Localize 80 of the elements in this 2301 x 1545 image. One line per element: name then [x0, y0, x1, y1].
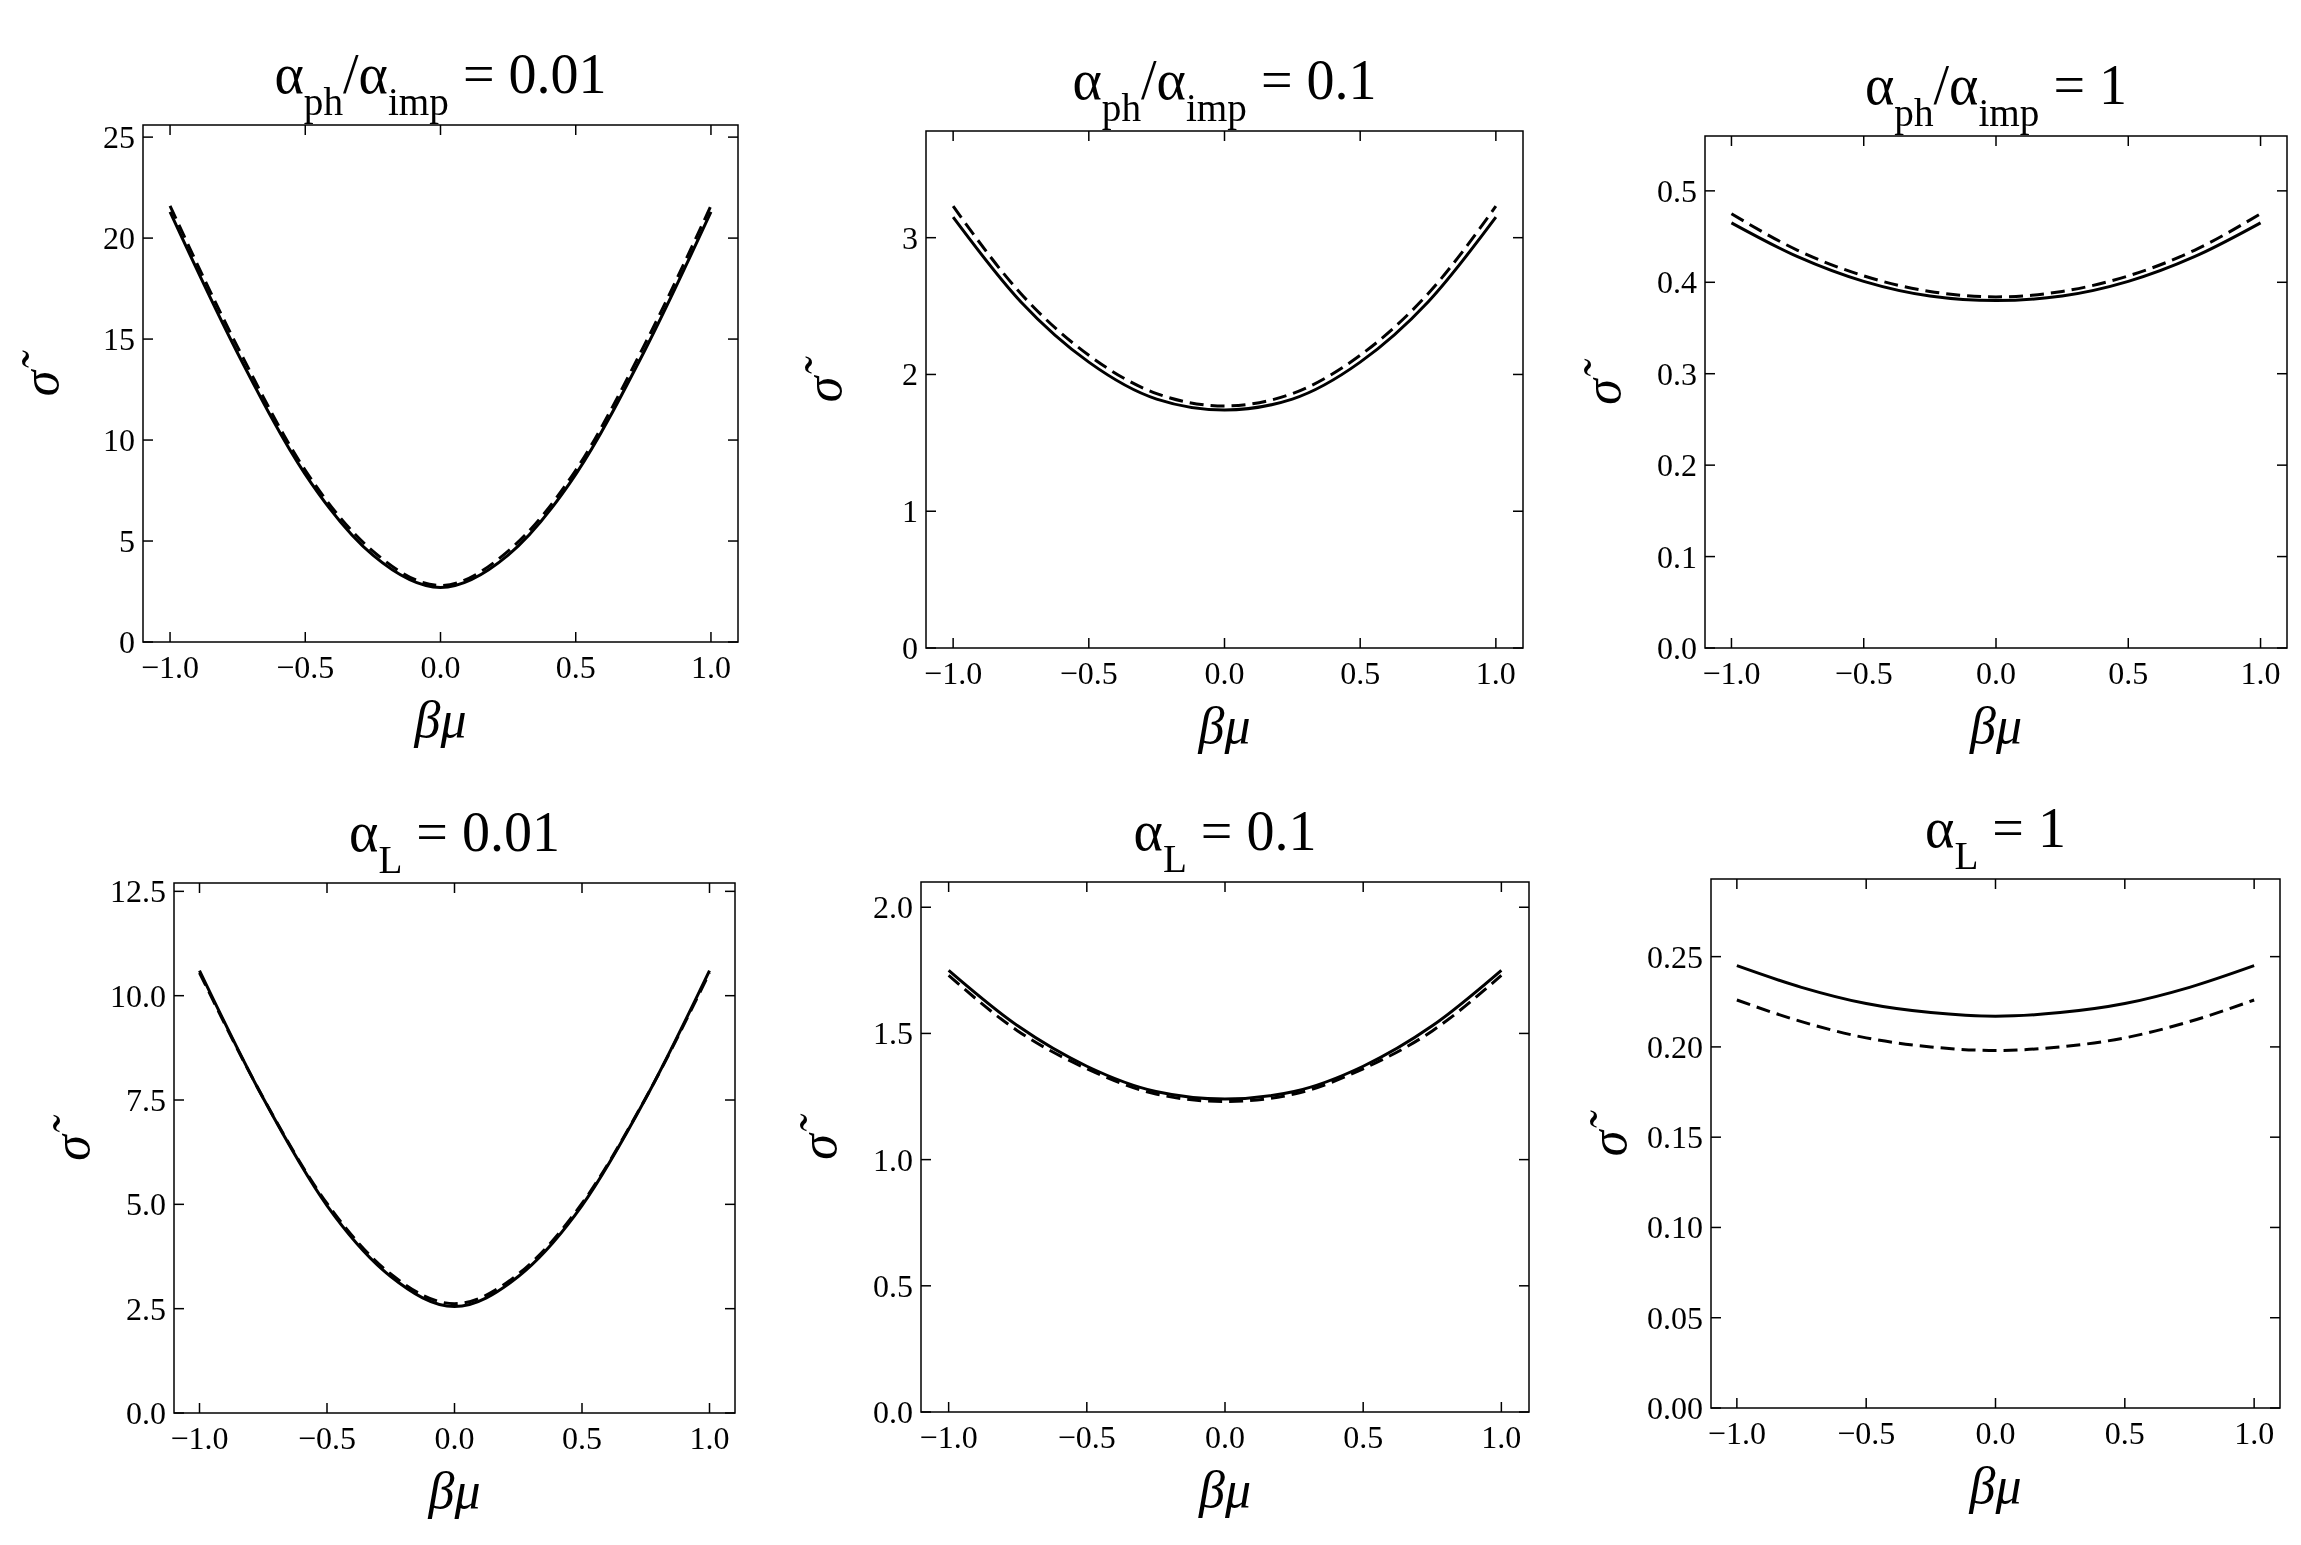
x-tick-label: −0.5	[1837, 1415, 1896, 1451]
x-tick-label: 0.0	[420, 649, 461, 685]
x-tick-label: −0.5	[1834, 655, 1893, 691]
x-tick-label: 0.5	[1343, 1419, 1384, 1455]
y-tick-label: 0.25	[1647, 938, 1703, 975]
x-tick-label: −1.0	[924, 655, 983, 691]
line-series	[1735, 964, 2256, 1018]
chart-title: α$_{ph}$/α$_{imp}$ = 0.1	[1072, 49, 1377, 130]
x-axis-title: βμ	[413, 691, 467, 748]
chart-title: α$_{L}$ = 1	[1925, 797, 2066, 877]
x-tick-label: 0.0	[1205, 1419, 1245, 1455]
y-tick-label: 25	[103, 119, 135, 156]
x-tick-label: −0.5	[1057, 1419, 1116, 1455]
y-tick-label: 0.15	[1647, 1119, 1703, 1156]
x-tick-label: −1.0	[141, 649, 200, 685]
y-tick-label: 2.5	[126, 1290, 166, 1327]
y-axis-title: σ̃	[795, 355, 852, 403]
x-tick-label: −1.0	[170, 1420, 229, 1456]
chart-title: α$_{ph}$/α$_{imp}$ = 1	[1865, 54, 2127, 135]
x-tick-label: 1.0	[1481, 1419, 1522, 1455]
y-tick-label: 7.5	[126, 1082, 166, 1119]
x-axis-title: βμ	[1197, 697, 1251, 754]
x-tick-label: 0.5	[1340, 655, 1381, 691]
y-tick-label: 0.20	[1647, 1028, 1703, 1065]
y-tick-label: 2	[902, 356, 918, 393]
chart-title: α$_{L}$ = 0.1	[1133, 800, 1317, 880]
x-tick-label: 1.0	[2240, 655, 2281, 691]
y-tick-label: 15	[103, 321, 135, 358]
x-axis-title: βμ	[1969, 697, 2022, 754]
y-tick-label: 0.10	[1647, 1209, 1703, 1246]
y-tick-label: 10	[103, 422, 135, 459]
x-tick-label: 0.0	[1976, 655, 2016, 691]
x-tick-label: −0.5	[297, 1420, 357, 1456]
y-tick-label: 0	[119, 624, 135, 660]
x-tick-label: 1.0	[2234, 1415, 2275, 1451]
y-tick-label: 12.5	[110, 873, 166, 910]
y-tick-label: 2.0	[873, 889, 913, 926]
y-tick-label: 1	[902, 493, 918, 530]
x-tick-label: 0.5	[2104, 1415, 2145, 1451]
x-tick-label: −0.5	[276, 649, 335, 685]
y-axis-title: σ̃	[12, 349, 69, 397]
y-tick-label: 0.2	[1657, 447, 1697, 484]
y-tick-label: 10.0	[110, 977, 166, 1014]
y-tick-label: 0.5	[873, 1267, 913, 1304]
y-tick-label: 0	[902, 630, 918, 666]
y-tick-label: 0.05	[1647, 1299, 1703, 1336]
y-axis-title: σ̃	[1580, 1109, 1637, 1157]
x-axis-title: βμ	[427, 1462, 481, 1519]
x-tick-label: 1.0	[689, 1420, 730, 1456]
chart-title: α$_{L}$ = 0.01	[349, 801, 560, 881]
x-tick-label: −1.0	[1702, 655, 1761, 691]
x-tick-label: 0.0	[434, 1420, 475, 1456]
y-tick-label: 0.4	[1657, 264, 1697, 301]
x-tick-label: −1.0	[1707, 1415, 1766, 1451]
y-tick-label: 5.0	[126, 1186, 166, 1223]
y-tick-label: 0.5	[1657, 172, 1697, 209]
x-axis-title: βμ	[1968, 1457, 2022, 1514]
chart-title: α$_{ph}$/α$_{imp}$ = 0.01	[274, 43, 607, 124]
x-tick-label: 0.0	[1975, 1415, 2016, 1451]
y-axis-title: σ̃	[43, 1114, 100, 1161]
y-tick-label: 0.1	[1657, 538, 1697, 575]
line-series	[1735, 998, 2256, 1053]
y-tick-label: 0.3	[1657, 355, 1697, 392]
y-axis-title: σ̃	[1574, 358, 1631, 405]
x-tick-label: 0.5	[562, 1420, 602, 1456]
y-tick-label: 20	[103, 220, 135, 257]
x-tick-label: 0.5	[2108, 655, 2149, 691]
x-axis-title: βμ	[1198, 1461, 1251, 1518]
x-tick-label: 0.0	[1204, 655, 1245, 691]
y-tick-label: 3	[902, 219, 918, 256]
x-tick-label: 1.0	[690, 649, 731, 685]
y-tick-label: 0.00	[1647, 1390, 1703, 1426]
y-tick-label: 1.0	[873, 1141, 913, 1178]
y-tick-label: 1.5	[873, 1015, 913, 1052]
y-tick-label: 5	[119, 523, 135, 560]
x-tick-label: 0.5	[555, 649, 596, 685]
x-tick-label: −0.5	[1059, 655, 1118, 691]
x-tick-label: 1.0	[1475, 655, 1516, 691]
y-axis-title: σ̃	[790, 1113, 847, 1160]
x-tick-label: −1.0	[919, 1419, 978, 1455]
